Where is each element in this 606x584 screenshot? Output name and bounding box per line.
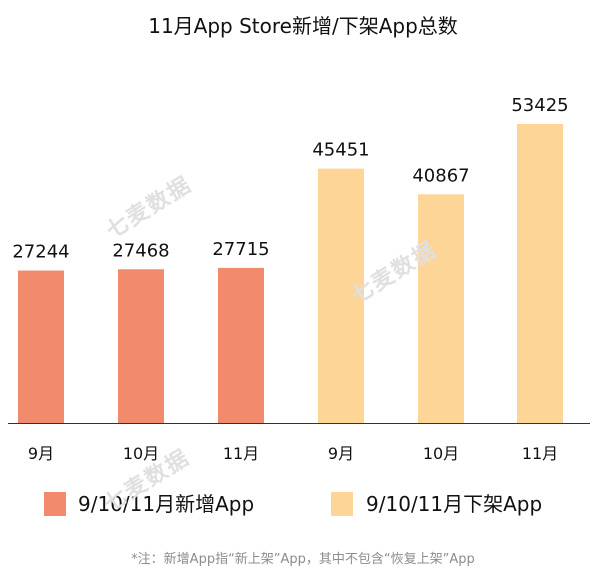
- x-tick-label: 11月: [223, 444, 259, 463]
- bar: [18, 270, 64, 423]
- data-label: 27244: [12, 242, 69, 263]
- legend-swatch: [331, 492, 353, 516]
- bar: [418, 194, 464, 423]
- data-label: 40867: [412, 165, 469, 186]
- x-tick-label: 10月: [123, 444, 159, 463]
- chart-title: 11月App Store新增/下架App总数: [148, 14, 458, 38]
- bar: [517, 124, 563, 423]
- data-label: 45451: [312, 140, 369, 161]
- data-label: 53425: [511, 95, 568, 116]
- bar: [218, 267, 264, 423]
- x-tick-label: 9月: [28, 444, 54, 463]
- legend-swatch: [44, 492, 66, 516]
- data-label: 27468: [112, 240, 169, 261]
- bar: [318, 168, 364, 423]
- x-tick-label: 9月: [328, 444, 354, 463]
- data-label: 27715: [212, 239, 269, 260]
- legend-label: 9/10/11月新增App: [78, 492, 254, 516]
- legend-label: 9/10/11月下架App: [366, 492, 542, 516]
- bar: [118, 269, 164, 423]
- x-tick-label: 11月: [522, 444, 558, 463]
- footnote: *注：新增App指“新上架”App，其中不包含“恢复上架”App: [131, 552, 475, 567]
- x-tick-label: 10月: [423, 444, 459, 463]
